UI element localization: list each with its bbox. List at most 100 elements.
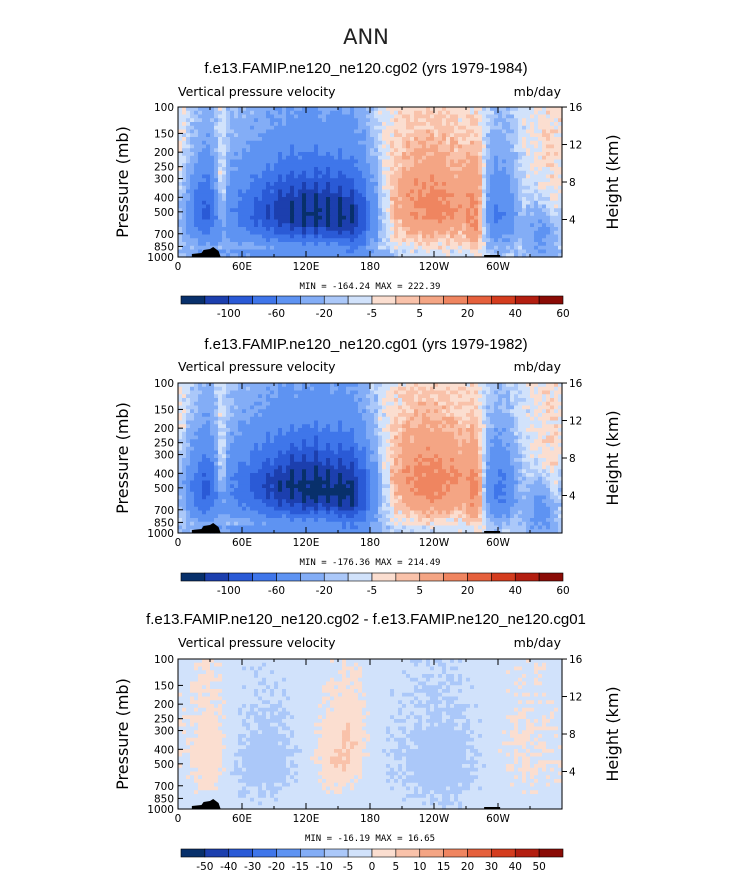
contour-cell: [462, 678, 467, 682]
contour-cell: [226, 488, 235, 492]
contour-cell: [390, 764, 399, 768]
contour-cell: [554, 518, 563, 522]
contour-cell: [186, 522, 191, 526]
contour-cell: [206, 133, 211, 137]
contour-cell: [506, 753, 511, 757]
contour-cell: [354, 107, 367, 111]
contour-cell: [194, 220, 215, 224]
contour-cell: [370, 163, 379, 167]
contour-field: [178, 107, 563, 258]
contour-cell: [414, 715, 423, 719]
contour-cell: [474, 391, 479, 395]
contour-cell: [494, 205, 499, 209]
contour-cell: [518, 432, 523, 436]
contour-cell: [482, 178, 487, 182]
contour-cell: [438, 663, 447, 667]
contour-cell: [294, 760, 315, 764]
contour-cell: [394, 156, 403, 160]
contour-cell: [486, 439, 491, 443]
y-tick-label: 1000: [147, 252, 174, 264]
contour-cell: [410, 141, 419, 145]
contour-cell: [422, 417, 431, 421]
contour-cell: [314, 171, 323, 175]
contour-cell: [466, 753, 475, 757]
contour-cell: [274, 794, 407, 798]
contour-cell: [182, 182, 191, 186]
contour-cell: [394, 402, 399, 406]
contour-cell: [554, 242, 563, 246]
contour-cell: [446, 682, 451, 686]
contour-cell: [506, 107, 511, 111]
contour-cell: [366, 499, 371, 503]
contour-cell: [434, 383, 439, 387]
contour-cell: [302, 492, 355, 496]
contour-cell: [198, 466, 215, 470]
contour-cell: [306, 383, 311, 387]
contour-cell: [482, 454, 487, 458]
contour-cell: [266, 715, 271, 719]
contour-cell: [406, 145, 411, 149]
contour-cell: [470, 723, 515, 727]
contour-cell: [422, 685, 443, 689]
contour-cell: [250, 708, 255, 712]
contour-cell: [418, 197, 439, 201]
contour-cell: [290, 764, 299, 768]
contour-cell: [534, 678, 539, 682]
contour-cell: [434, 674, 439, 678]
colorbar-label: 20: [461, 308, 474, 320]
contour-cell: [478, 443, 483, 447]
contour-cell: [466, 708, 515, 712]
contour-cell: [454, 145, 459, 149]
contour-cell: [258, 697, 263, 701]
contour-cell: [450, 145, 455, 149]
contour-cell: [478, 484, 483, 488]
contour-cell: [438, 111, 443, 115]
contour-cell: [366, 466, 379, 470]
contour-cell: [270, 685, 275, 689]
contour-cell: [538, 137, 547, 141]
contour-cell: [386, 193, 391, 197]
contour-cell: [326, 197, 331, 201]
contour-cell: [198, 398, 219, 402]
contour-cell: [526, 208, 543, 212]
contour-cell: [270, 484, 275, 488]
contour-cell: [542, 674, 563, 678]
contour-cell: [286, 775, 291, 779]
contour-cell: [194, 730, 223, 734]
contour-cell: [350, 246, 359, 250]
contour-cell: [522, 775, 527, 779]
contour-cell: [358, 488, 367, 492]
contour-cell: [402, 242, 407, 246]
contour-cell: [210, 208, 215, 212]
contour-cell: [378, 451, 387, 455]
contour-cell: [306, 186, 315, 190]
colorbar-swatch: [205, 849, 229, 857]
contour-cell: [222, 421, 227, 425]
contour-cell: [190, 719, 219, 723]
contour-cell: [390, 492, 395, 496]
y2-tick-label: 16: [569, 654, 583, 666]
contour-cell: [482, 137, 491, 141]
contour-cell: [366, 421, 375, 425]
contour-cell: [334, 783, 339, 787]
contour-cell: [502, 730, 507, 734]
contour-cell: [406, 428, 431, 432]
contour-cell: [510, 458, 515, 462]
contour-cell: [410, 167, 451, 171]
contour-cell: [486, 223, 491, 227]
contour-cell: [290, 152, 295, 156]
contour-cell: [302, 496, 307, 500]
contour-cell: [222, 708, 239, 712]
contour-cell: [554, 126, 559, 130]
contour-cell: [542, 715, 547, 719]
contour-cell: [378, 216, 387, 220]
contour-cell: [394, 451, 403, 455]
contour-cell: [350, 753, 371, 757]
contour-cell: [190, 454, 203, 458]
contour-cell: [266, 473, 271, 477]
contour-cell: [530, 417, 535, 421]
contour-cell: [354, 667, 359, 671]
contour-cell: [494, 220, 499, 224]
contour-cell: [486, 242, 515, 246]
contour-cell: [190, 742, 195, 746]
